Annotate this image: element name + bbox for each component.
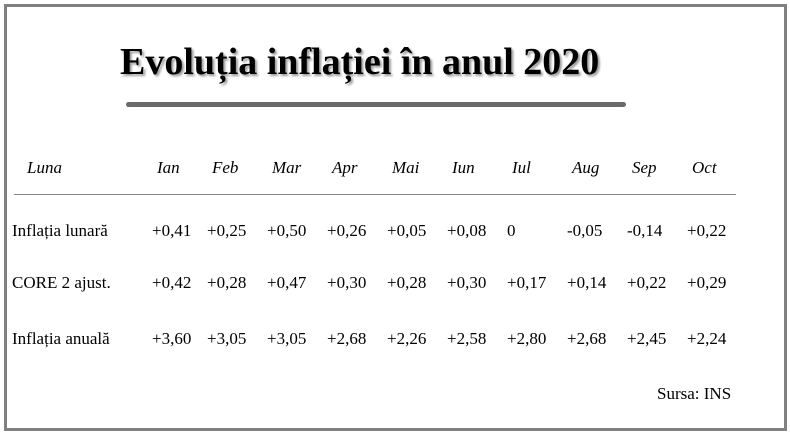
table-cell: +0,42 bbox=[152, 273, 192, 292]
column-header: Aug bbox=[572, 158, 600, 177]
table-cell: +0,08 bbox=[447, 221, 487, 240]
table-cell: +2,68 bbox=[327, 329, 367, 348]
table-cell: +0,28 bbox=[387, 273, 427, 292]
table-cell: +0,17 bbox=[507, 273, 547, 292]
table-cell: -0,05 bbox=[567, 221, 603, 240]
table-cell: +2,58 bbox=[447, 329, 487, 348]
column-header: Mai bbox=[392, 158, 420, 177]
row-label: CORE 2 ajust. bbox=[12, 273, 111, 292]
table-cell: +2,80 bbox=[507, 329, 547, 348]
row-label: Inflația anuală bbox=[12, 329, 110, 348]
column-header: Ian bbox=[157, 158, 180, 177]
column-header: Apr bbox=[332, 158, 358, 177]
table-cell: +2,68 bbox=[567, 329, 607, 348]
table-cell: +3,05 bbox=[207, 329, 247, 348]
table-frame bbox=[4, 4, 787, 431]
table-cell: +0,05 bbox=[387, 221, 427, 240]
table-cell: +0,50 bbox=[267, 221, 307, 240]
column-header: Iul bbox=[512, 158, 531, 177]
table-cell: +0,26 bbox=[327, 221, 367, 240]
column-header: Feb bbox=[212, 158, 239, 177]
table-cell: +0,41 bbox=[152, 221, 192, 240]
table-cell: +3,05 bbox=[267, 329, 307, 348]
table-cell: -0,14 bbox=[627, 221, 663, 240]
column-header: Sep bbox=[632, 158, 657, 177]
table-cell: +2,45 bbox=[627, 329, 667, 348]
table-cell: +0,30 bbox=[327, 273, 367, 292]
source-note: Sursa: INS bbox=[657, 384, 732, 403]
column-header: Iun bbox=[452, 158, 475, 177]
table-cell: +2,26 bbox=[387, 329, 427, 348]
table-cell: +0,47 bbox=[267, 273, 307, 292]
table-cell: +0,30 bbox=[447, 273, 487, 292]
table-cell: +0,14 bbox=[567, 273, 607, 292]
header-month-label: Luna bbox=[27, 158, 62, 177]
table-cell: +0,28 bbox=[207, 273, 247, 292]
table-cell: +0,22 bbox=[687, 221, 727, 240]
page-title: Evoluția inflației în anul 2020 bbox=[120, 41, 600, 83]
table-cell: +0,22 bbox=[627, 273, 667, 292]
row-label: Inflația lunară bbox=[12, 221, 108, 240]
table-cell: 0 bbox=[507, 221, 516, 240]
header-divider bbox=[14, 194, 736, 195]
table-cell: +3,60 bbox=[152, 329, 192, 348]
title-underline bbox=[126, 102, 626, 107]
column-header: Mar bbox=[272, 158, 302, 177]
table-cell: +0,29 bbox=[687, 273, 727, 292]
column-header: Oct bbox=[692, 158, 717, 177]
table-cell: +0,25 bbox=[207, 221, 247, 240]
table-cell: +2,24 bbox=[687, 329, 727, 348]
